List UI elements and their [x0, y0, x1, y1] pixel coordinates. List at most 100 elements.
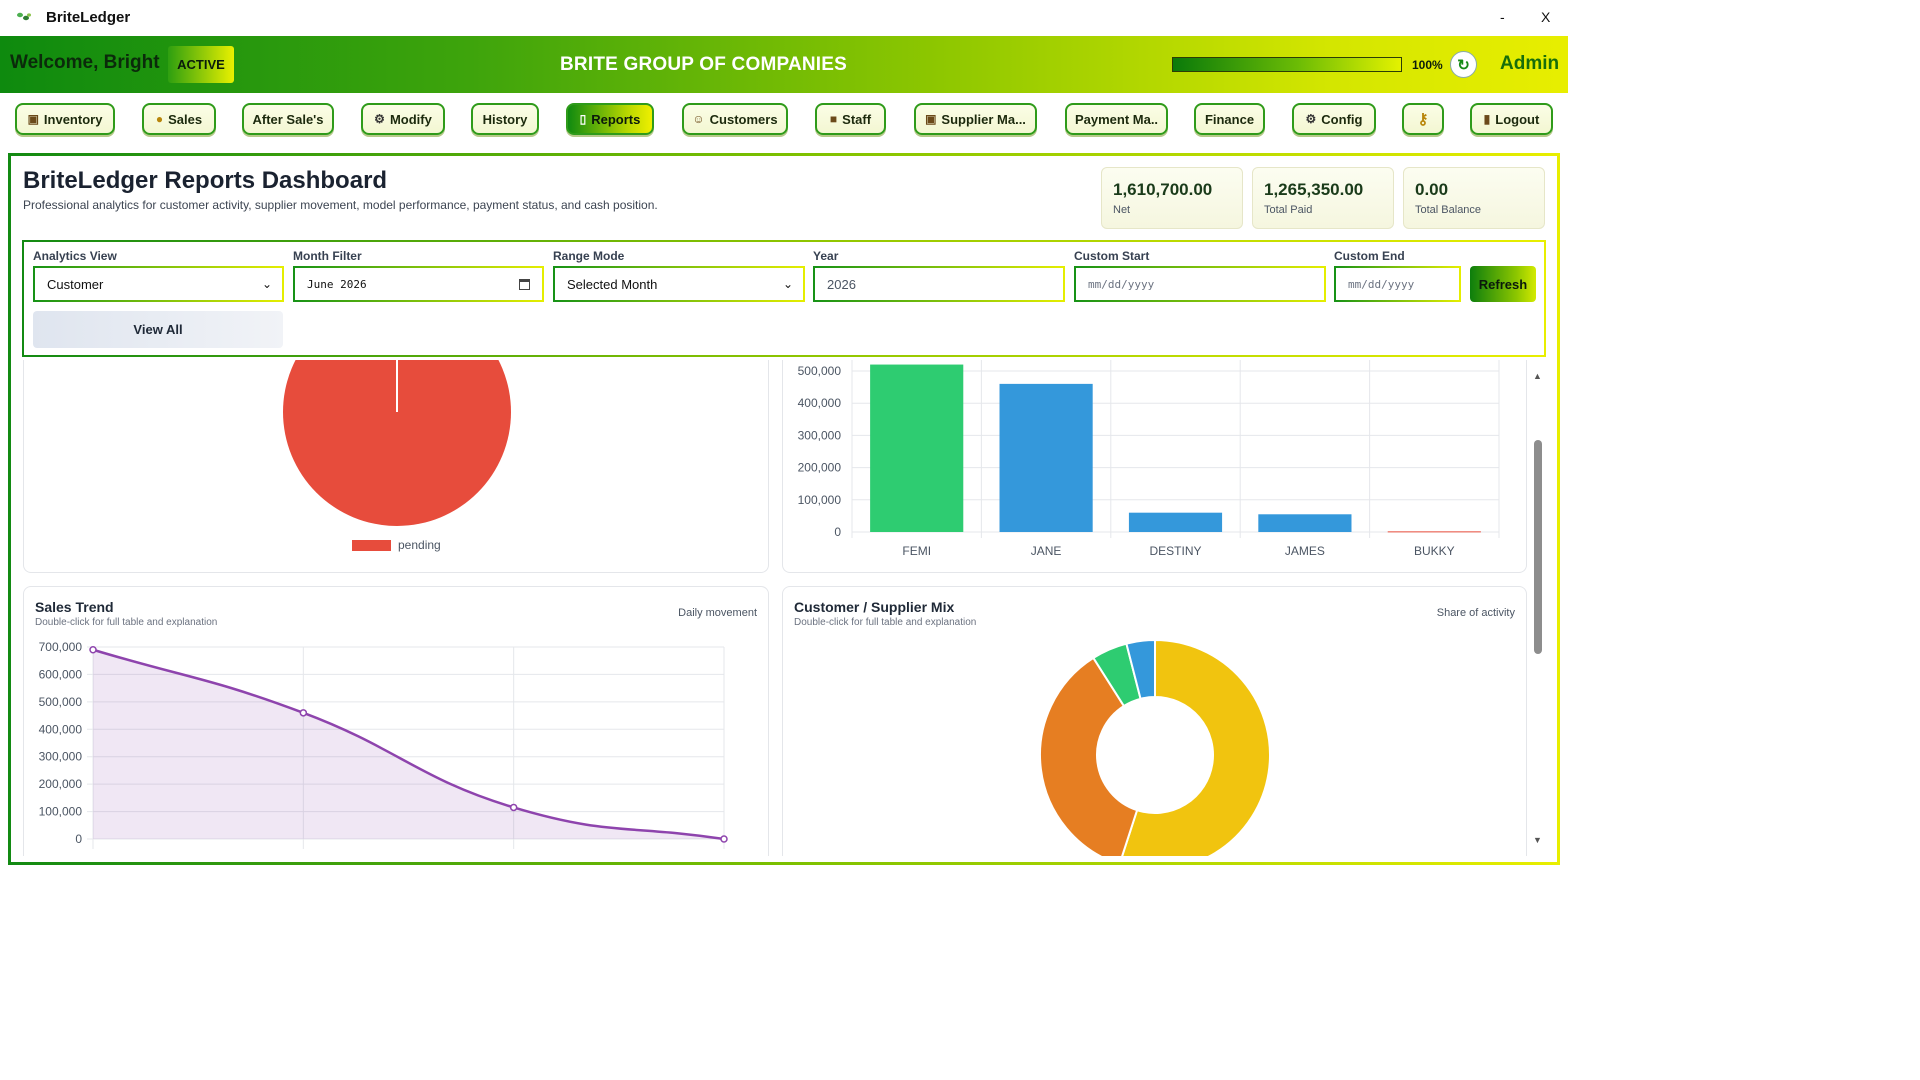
data-point [720, 835, 728, 843]
nav-label: History [482, 111, 528, 127]
sales-trend-card[interactable]: Sales Trend Double-click for full table … [23, 586, 769, 856]
card-title: Sales Trend [35, 599, 114, 615]
chevron-down-icon: ⌄ [261, 277, 272, 291]
nav-label: Config [1321, 111, 1363, 127]
y-tick-label: 100,000 [798, 493, 842, 507]
view-all-button[interactable]: View All [33, 311, 283, 348]
customer-bar-chart: 0 100,000 200,000 300,000 400,000 500,000 FEMI… [798, 360, 1500, 558]
legend-swatch-pending [352, 540, 391, 551]
x-tick-label: JAMES [1285, 544, 1325, 558]
nav-logout[interactable]: ▮ Logout [1470, 103, 1553, 135]
data-point [299, 709, 308, 717]
nav-sales[interactable]: ● Sales [142, 103, 216, 135]
y-tick-label: 200,000 [798, 461, 842, 475]
nav-label: Payment Ma.. [1074, 111, 1159, 127]
mix-card[interactable]: Customer / Supplier Mix Double-click for… [782, 586, 1527, 856]
nav-config[interactable]: ⚙ Config [1292, 103, 1376, 135]
stat-value: 1,610,700.00 [1113, 180, 1213, 199]
month-filter-input[interactable]: June 2026 [293, 266, 544, 302]
scroll-thumb[interactable] [1534, 440, 1542, 654]
content-scrollbar[interactable]: ▲ ▼ [1530, 368, 1546, 850]
gear-icon: ⚙ [1305, 112, 1317, 126]
document-icon: ▯ [579, 112, 587, 126]
refresh-icon[interactable]: ↻ [1450, 51, 1477, 78]
analytics-view-select[interactable]: Customer ⌄ [33, 266, 284, 302]
header-bar: Welcome, Bright ACTIVE BRITE GROUP OF CO… [0, 36, 1568, 93]
stat-label: Total Balance [1415, 204, 1482, 216]
nav-customers[interactable]: ☺ Customers [682, 103, 788, 135]
nav-reports[interactable]: ▯ Reports [566, 103, 654, 135]
x-tick-label: BUKKY [1414, 544, 1455, 558]
page-subtitle: Professional analytics for customer acti… [23, 198, 658, 212]
stat-card-total-paid: 1,265,350.00 Total Paid [1252, 167, 1394, 229]
payment-status-pie-chart: pending [283, 360, 511, 552]
scroll-down-icon[interactable]: ▼ [1533, 835, 1542, 845]
nav-finance[interactable]: Finance [1194, 103, 1265, 135]
y-tick-label: 0 [75, 832, 82, 846]
card-right-label: Daily movement [678, 607, 757, 619]
y-tick-label: 400,000 [39, 722, 83, 736]
y-tick-label: 300,000 [39, 750, 83, 764]
nav-key[interactable]: ⚷ [1402, 103, 1444, 135]
nav-modify[interactable]: ⚙ Modify [361, 103, 445, 135]
nav-after-sales[interactable]: After Sale's [242, 103, 334, 135]
nav-label: After Sale's [252, 111, 324, 127]
y-tick-label: 700,000 [39, 640, 83, 654]
nav-label: Staff [842, 111, 872, 127]
custom-end-input[interactable]: mm/dd/yyyy [1334, 266, 1461, 302]
customer-bar-card[interactable]: 0 100,000 200,000 300,000 400,000 500,000 FEMI… [782, 360, 1527, 573]
custom-start-input[interactable]: mm/dd/yyyy [1074, 266, 1326, 302]
minimize-button[interactable]: - [1500, 9, 1505, 25]
status-badge: ACTIVE [168, 46, 234, 83]
stat-card-total-balance: 0.00 Total Balance [1403, 167, 1545, 229]
box-icon: ▣ [27, 112, 39, 126]
month-filter-value: June 2026 [307, 277, 367, 291]
custom-end-placeholder: mm/dd/yyyy [1348, 277, 1415, 291]
app-title: BriteLedger [46, 9, 131, 26]
nav-history[interactable]: History [471, 103, 539, 135]
legend-label-pending: pending [398, 538, 441, 552]
user-icon: ☺ [692, 112, 705, 126]
calendar-icon[interactable] [519, 279, 530, 290]
y-tick-label: 200,000 [39, 777, 83, 791]
year-input[interactable]: 2026 [813, 266, 1065, 302]
sales-trend-chart: 0 100,000 200,000 300,000 400,000 500,000 600,… [39, 640, 728, 849]
card-right-label: Share of activity [1436, 607, 1515, 619]
analytics-view-value: Customer [47, 276, 104, 292]
card-subtitle: Double-click for full table and explanat… [35, 617, 218, 628]
data-point [89, 645, 97, 654]
bar-destiny [1128, 512, 1223, 532]
y-tick-label: 600,000 [39, 667, 83, 681]
nav-staff[interactable]: ■ Staff [815, 103, 886, 135]
nav-inventory[interactable]: ▣ Inventory [15, 103, 115, 135]
custom-end-label: Custom End [1334, 249, 1405, 263]
y-tick-label: 400,000 [798, 396, 842, 410]
custom-start-label: Custom Start [1074, 249, 1150, 263]
close-button[interactable]: X [1541, 9, 1551, 25]
bar-james [1258, 514, 1352, 532]
area-fill [93, 649, 724, 839]
y-tick-label: 100,000 [39, 805, 83, 819]
y-tick-label: 500,000 [39, 695, 83, 709]
stat-value: 1,265,350.00 [1264, 180, 1364, 199]
scroll-up-icon[interactable]: ▲ [1533, 371, 1542, 381]
payment-status-card[interactable]: pending [23, 360, 769, 573]
nav-supplier-management[interactable]: ▣ Supplier Ma... [914, 103, 1037, 135]
custom-start-placeholder: mm/dd/yyyy [1088, 277, 1155, 291]
company-name: BRITE GROUP OF COMPANIES [560, 54, 848, 75]
range-mode-select[interactable]: Selected Month ⌄ [553, 266, 805, 302]
staff-icon: ■ [829, 112, 838, 126]
pie-slice-pending [283, 360, 511, 526]
nav-label: Finance [1204, 111, 1255, 127]
title-bar: BriteLedger - X [0, 0, 1568, 36]
main-nav: ▣ Inventory ● Sales After Sale's ⚙ Modify H… [0, 93, 1568, 145]
nav-label: Customers [709, 111, 778, 127]
app-logo-icon [17, 12, 31, 21]
nav-payment-management[interactable]: Payment Ma.. [1065, 103, 1168, 135]
stat-label: Net [1113, 204, 1131, 216]
range-mode-label: Range Mode [553, 249, 625, 263]
donut-slice-3 [1125, 638, 1156, 701]
refresh-button[interactable]: Refresh [1470, 266, 1536, 302]
nav-label: Supplier Ma... [941, 111, 1026, 127]
bar-jane [999, 383, 1093, 532]
